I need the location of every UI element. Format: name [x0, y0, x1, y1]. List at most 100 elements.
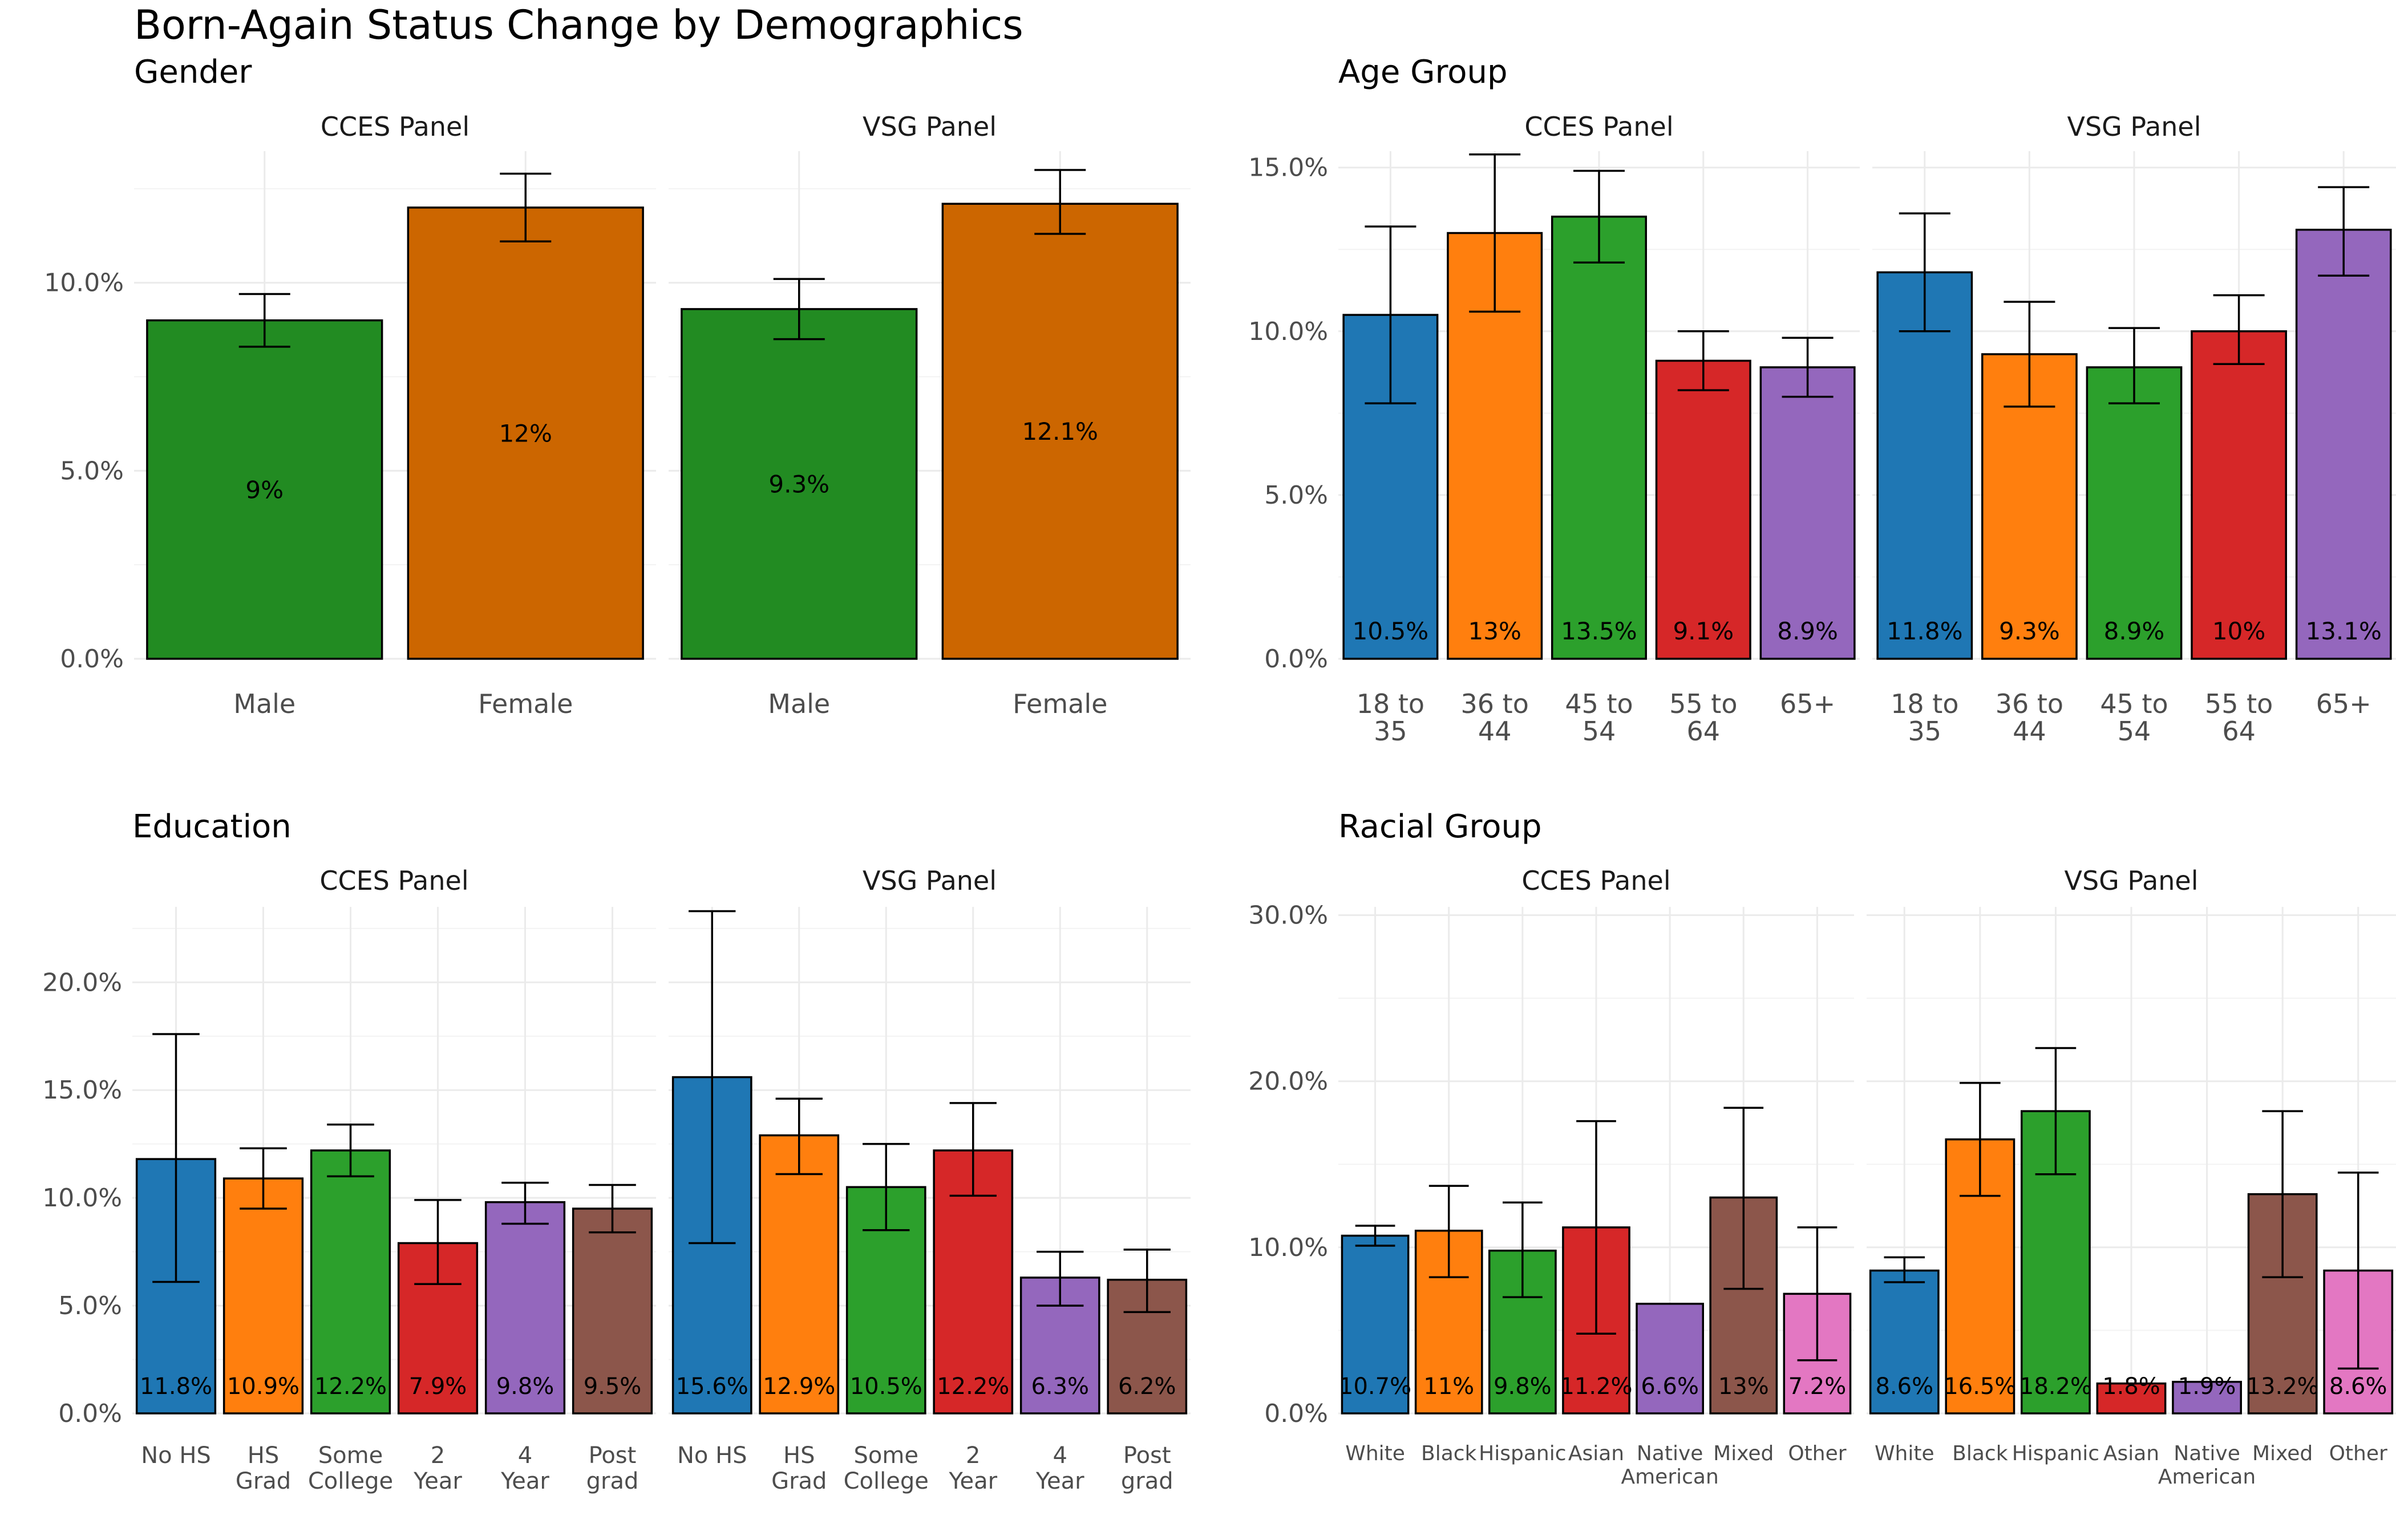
facet-strip-label: VSG Panel — [863, 865, 997, 896]
x-tick-label: 2 — [431, 1442, 445, 1469]
facet-strip-label: CCES Panel — [319, 865, 468, 896]
x-tick-label: 18 to — [1357, 688, 1424, 719]
data-label: 6.6% — [1641, 1373, 1699, 1400]
y-tick-label: 10.0% — [42, 1184, 122, 1213]
bar-asian — [2096, 1382, 2167, 1415]
x-tick-label: Year — [500, 1468, 549, 1494]
x-tick-label: Native — [2174, 1442, 2240, 1465]
data-label: 10.5% — [850, 1373, 922, 1400]
facet-strip-label: CCES Panel — [1524, 111, 1673, 142]
data-label: 9.8% — [1494, 1373, 1552, 1400]
x-tick-label: 18 to — [1891, 688, 1958, 719]
x-tick-label: American — [2158, 1465, 2256, 1489]
subplots: Gender 0.0% 5.0% 10.0% CCES Panel 9% Male 12% Fe… — [42, 54, 2396, 1494]
facet-strip-label: CCES Panel — [321, 111, 470, 142]
data-label: 9.3% — [1999, 617, 2060, 645]
y-tick-label: 20.0% — [42, 968, 122, 997]
data-label: 16.5% — [1944, 1373, 2016, 1400]
y-tick-label: 0.0% — [1264, 1399, 1328, 1428]
bar-45-to-54 — [2086, 366, 2183, 660]
y-tick-label: 0.0% — [1264, 645, 1328, 674]
x-tick-label: 35 — [1908, 716, 1942, 747]
y-tick-label: 5.0% — [1264, 481, 1328, 510]
x-tick-label: White — [1875, 1442, 1934, 1465]
x-tick-label: Post — [1123, 1442, 1171, 1469]
y-tick-label: 5.0% — [58, 1291, 122, 1320]
bar-55-to-64 — [2191, 330, 2287, 660]
x-tick-label: 44 — [2013, 716, 2046, 747]
bar-hs-grad — [759, 1134, 840, 1415]
data-label: 13% — [1718, 1373, 1769, 1400]
data-label: 7.2% — [1788, 1373, 1847, 1400]
x-tick-label: 45 to — [2100, 688, 2168, 719]
x-tick-label: 55 to — [2205, 688, 2273, 719]
x-tick-label: 4 — [518, 1442, 532, 1469]
data-label: 8.6% — [1875, 1373, 1933, 1400]
data-label: 12% — [499, 419, 552, 447]
bar-18-to-35 — [1876, 271, 1973, 660]
bar-some-college — [310, 1149, 391, 1415]
data-label: 1.8% — [2102, 1373, 2160, 1400]
subplot-racial-group: Racial Group 0.0% 10.0% 20.0% 30.0% CCES Pane… — [1248, 808, 2396, 1489]
y-tick-label: 20.0% — [1248, 1067, 1328, 1096]
x-tick-label: grad — [586, 1468, 639, 1494]
x-tick-label: 55 to — [1669, 688, 1737, 719]
figure-title: Born-Again Status Change by Demographics — [134, 2, 1023, 48]
facet-strip-label: VSG Panel — [863, 111, 997, 142]
x-tick-label: Grad — [771, 1468, 827, 1494]
facet-strip-label: CCES Panel — [1521, 865, 1670, 896]
data-label: 1.9% — [2178, 1373, 2236, 1400]
bar-65 — [2295, 229, 2392, 660]
bar-native-american — [1636, 1303, 1705, 1415]
data-label: 9.3% — [768, 470, 829, 498]
x-tick-label: 44 — [1478, 716, 1512, 747]
x-tick-label: Hispanic — [1479, 1442, 1566, 1465]
x-tick-label: Year — [1035, 1468, 1084, 1494]
x-tick-label: Other — [2329, 1442, 2387, 1465]
subplot-title: Racial Group — [1338, 808, 1542, 845]
data-label: 7.9% — [409, 1373, 467, 1400]
facet-strip-label: VSG Panel — [2064, 865, 2198, 896]
facet-strip-label: VSG Panel — [2067, 111, 2201, 142]
y-tick-label: 15.0% — [1248, 153, 1328, 183]
x-tick-label: Female — [1013, 688, 1107, 719]
data-label: 13% — [1468, 617, 1521, 645]
data-label: 12.9% — [763, 1373, 835, 1400]
data-label: 13.1% — [2305, 617, 2381, 645]
data-label: 9.5% — [584, 1373, 642, 1400]
data-label: 13.2% — [2247, 1373, 2319, 1400]
bar-post-grad — [1107, 1278, 1188, 1415]
x-tick-label: Grad — [236, 1468, 291, 1494]
x-tick-label: Female — [478, 688, 573, 719]
y-tick-label: 10.0% — [1248, 317, 1328, 346]
bar-45-to-54 — [1551, 216, 1648, 660]
x-tick-label: 4 — [1053, 1442, 1067, 1469]
x-tick-label: Mixed — [1713, 1442, 1774, 1465]
x-tick-label: 65+ — [2316, 688, 2371, 719]
x-tick-label: College — [308, 1468, 393, 1494]
y-tick-label: 30.0% — [1248, 901, 1328, 930]
subplot-title: Education — [132, 808, 292, 845]
x-tick-label: No HS — [677, 1442, 747, 1469]
x-tick-label: Native — [1637, 1442, 1703, 1465]
data-label: 11.8% — [140, 1373, 212, 1400]
data-label: 9.1% — [1673, 617, 1734, 645]
y-tick-label: 5.0% — [60, 456, 124, 485]
data-label: 12.2% — [937, 1373, 1009, 1400]
x-tick-label: Male — [233, 688, 296, 719]
subplot-title: Age Group — [1338, 54, 1508, 91]
bar-hs-grad — [222, 1177, 304, 1415]
x-tick-label: Black — [1421, 1442, 1477, 1465]
y-tick-label: 10.0% — [44, 269, 124, 298]
data-label: 11.2% — [1560, 1373, 1632, 1400]
subplot-education: Education 0.0% 5.0% 10.0% 15.0% 20.0% CCES Pan… — [42, 808, 1191, 1494]
bar-female — [941, 202, 1179, 660]
y-tick-label: 15.0% — [42, 1076, 122, 1105]
x-tick-label: 54 — [2118, 716, 2151, 747]
x-tick-label: HS — [783, 1442, 815, 1469]
data-label: 6.3% — [1031, 1373, 1089, 1400]
data-label: 6.2% — [1118, 1373, 1176, 1400]
subplot-gender: Gender 0.0% 5.0% 10.0% CCES Panel 9% Male 12% Fe… — [44, 54, 1191, 719]
